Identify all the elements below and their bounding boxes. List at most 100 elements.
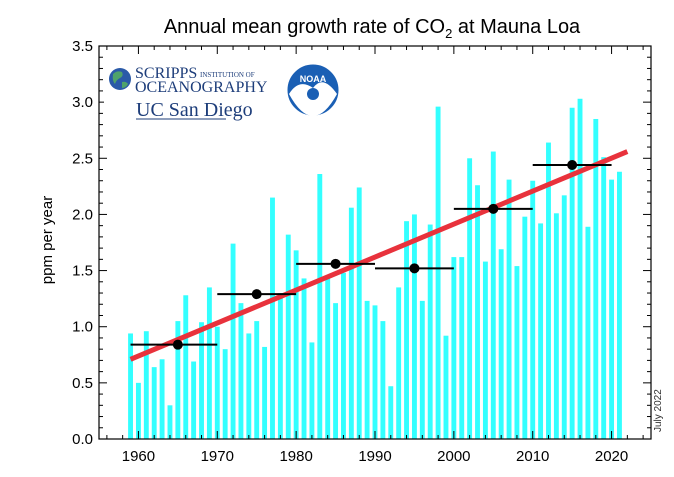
bar-1971 [222, 349, 228, 439]
bar-2010 [530, 180, 536, 439]
decadal-point-4 [488, 203, 499, 214]
bar-1970 [214, 326, 220, 439]
bar-1986 [341, 272, 346, 439]
y-tick-label-3.0: 3.0 [72, 94, 93, 111]
noaa-logo: NOAA [286, 63, 340, 117]
x-tick-label-1970: 1970 [201, 448, 234, 465]
noaa-inner-dot [307, 88, 319, 100]
bar-1965 [175, 321, 181, 439]
x-tick-label-1990: 1990 [358, 448, 391, 465]
bar-2011 [538, 223, 544, 439]
x-tick-label-2010: 2010 [516, 448, 549, 465]
bar-2004 [482, 261, 488, 439]
bar-1984 [325, 278, 331, 439]
bar-1990 [372, 305, 378, 439]
bar-1992 [388, 386, 394, 439]
x-tick-label-1980: 1980 [279, 448, 312, 465]
bar-1979 [285, 234, 291, 439]
y-axis-label: ppm per year [39, 196, 56, 284]
bar-1993 [396, 287, 402, 439]
bar-2021 [617, 171, 622, 439]
bar-2001 [459, 257, 465, 439]
bar-1991 [380, 321, 386, 439]
bar-1976 [262, 346, 268, 439]
chart-title-main: Annual mean growth rate of CO [164, 16, 445, 38]
bar-1963 [159, 359, 165, 439]
bar-1961 [143, 331, 149, 439]
bar-2005 [490, 151, 496, 439]
scripps-name: SCRIPPS [135, 65, 197, 82]
scripps-ucsd-logo: SCRIPPS INSTITUTION OF OCEANOGRAPHY UC S… [104, 58, 268, 126]
x-ticks-group: 1960 1970 1980 1990 2000 2010 2020 [106, 46, 644, 465]
bar-1977 [270, 197, 275, 439]
bar-2000 [451, 257, 457, 439]
bar-1980 [293, 250, 299, 439]
y-tick-label-0.5: 0.5 [72, 375, 93, 392]
x-tick-label-1960: 1960 [122, 448, 155, 465]
decadal-point-5 [567, 160, 578, 171]
y-tick-label-0.0: 0.0 [72, 431, 93, 448]
decadal-group [130, 160, 612, 350]
bar-2019 [601, 157, 607, 440]
bar-2006 [498, 249, 504, 439]
globe-icon [109, 68, 131, 90]
chart-title-end: at Mauna Loa [452, 16, 581, 38]
chart-title: Annual mean growth rate of CO2 at Mauna … [164, 16, 581, 41]
decadal-point-1 [251, 289, 262, 300]
bar-2018 [593, 118, 599, 439]
bar-1966 [183, 295, 189, 439]
x-tick-label-2020: 2020 [595, 448, 628, 465]
trend-line [129, 149, 629, 362]
bar-2007 [506, 179, 512, 439]
bar-1997 [427, 224, 433, 439]
bar-2014 [561, 195, 567, 439]
bar-1960 [135, 382, 141, 439]
bar-1972 [230, 243, 236, 439]
bar-1973 [238, 303, 244, 439]
y-tick-label-2.5: 2.5 [72, 150, 93, 167]
bar-1989 [364, 300, 370, 439]
bar-1968 [199, 322, 204, 439]
decadal-point-3 [409, 263, 420, 274]
trend-group [129, 149, 629, 362]
logo-background [104, 58, 262, 126]
bar-1981 [301, 278, 307, 439]
bar-1969 [206, 287, 212, 439]
bar-1982 [309, 342, 315, 439]
bar-1995 [411, 214, 417, 439]
bar-1983 [317, 174, 323, 439]
y-tick-label-1.5: 1.5 [72, 263, 93, 280]
bar-1978 [277, 293, 283, 439]
bar-2015 [569, 107, 575, 439]
bar-2016 [577, 98, 583, 439]
scripps-oceanography: OCEANOGRAPHY [135, 79, 268, 96]
bar-1985 [333, 303, 339, 439]
y-tick-label-2.0: 2.0 [72, 206, 93, 223]
scripps-institution: INSTITUTION OF [200, 71, 255, 79]
bars-group [128, 98, 622, 440]
decadal-point-2 [330, 258, 341, 269]
bar-1998 [435, 106, 441, 440]
ucsd-name: UC San Diego [136, 99, 253, 121]
bar-1967 [191, 361, 197, 439]
chart-title-subscript: 2 [445, 26, 452, 41]
bar-2002 [467, 158, 473, 440]
x-tick-label-2000: 2000 [437, 448, 470, 465]
bar-1987 [348, 207, 354, 439]
bar-2008 [514, 266, 520, 439]
bar-2017 [585, 226, 591, 439]
y-tick-label-3.5: 3.5 [72, 38, 93, 55]
bar-1962 [151, 367, 157, 439]
y-ticks-group: 0.0 0.5 1.0 1.5 2.0 2.5 3.0 3.5 [72, 38, 651, 448]
bar-2013 [553, 213, 559, 439]
bar-2012 [546, 142, 551, 439]
y-tick-label-1.0: 1.0 [72, 319, 93, 336]
bar-1959 [128, 333, 133, 439]
bar-2020 [609, 179, 615, 439]
bar-2009 [522, 216, 528, 439]
bar-1994 [404, 221, 409, 439]
noaa-text: NOAA [300, 74, 327, 84]
bar-1964 [167, 405, 173, 439]
bar-1999 [443, 335, 449, 439]
